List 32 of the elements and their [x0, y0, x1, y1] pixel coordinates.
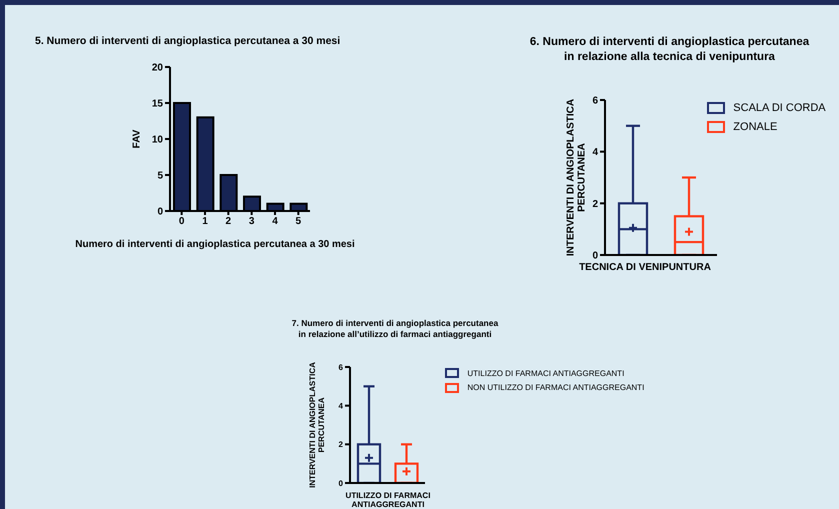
y-tick-label: 10	[152, 134, 164, 146]
y-tick-label: 6	[592, 96, 598, 107]
y-tick-label: 2	[338, 440, 344, 450]
y-axis-title: INTERVENTI DI ANGIOPLASTICA PERCUTANEA	[308, 362, 326, 488]
x-tick-label: 2	[226, 216, 232, 228]
x-tick-label: 3	[248, 216, 255, 228]
y-tick-label: 15	[152, 98, 164, 110]
y-axis-title: INTERVENTI DI ANGIOPLASTICA PERCUTANEA	[566, 98, 588, 256]
y-tick-label: 20	[152, 62, 164, 74]
y-axis-title: FAV	[132, 129, 142, 148]
x-tick-label: 1	[202, 216, 208, 228]
legend-label: ZONALE	[733, 120, 778, 133]
x-tick-label: 4	[272, 216, 278, 228]
chart-title: 5. Numero di interventi di angioplastica percutanea a 30 mesi	[35, 35, 342, 49]
x-tick-label: 5	[296, 216, 302, 228]
x-tick-label: 0	[178, 216, 185, 228]
chart-title: 7. Numero di interventi di angioplastica percutanea in relazione all’utilizzo di farmaci antiaggreganti	[290, 318, 500, 340]
legend-label: UTILIZZO DI FARMACI ANTIAGGREGANTI	[467, 368, 624, 378]
legend-label: NON UTILIZZO DI FARMACI ANTIAGGREGANTI	[467, 383, 644, 392]
y-tick-label: 0	[157, 206, 164, 218]
y-tick-label: 0	[338, 478, 344, 488]
y-tick-label: 2	[592, 198, 598, 210]
y-tick-label: 4	[592, 147, 598, 158]
y-tick-label: 5	[157, 170, 164, 182]
y-tick-label: 4	[338, 402, 344, 411]
chart-title: 6. Numero di interventi di angioplastica percutanea in relazione alla tecnica di venipuntura	[528, 35, 810, 65]
legend-label: SCALA DI CORDA	[733, 102, 826, 114]
y-tick-label: 0	[592, 250, 598, 262]
x-axis-title: UTILIZZO DI FARMACI ANTIAGGREGANTI	[346, 491, 430, 509]
x-axis-title: Numero di interventi di angioplastica percutanea a 30 mesi	[75, 239, 355, 250]
y-tick-label: 6	[338, 362, 344, 372]
x-axis-title: TECNICA DI VENIPUNTURA	[579, 262, 711, 273]
